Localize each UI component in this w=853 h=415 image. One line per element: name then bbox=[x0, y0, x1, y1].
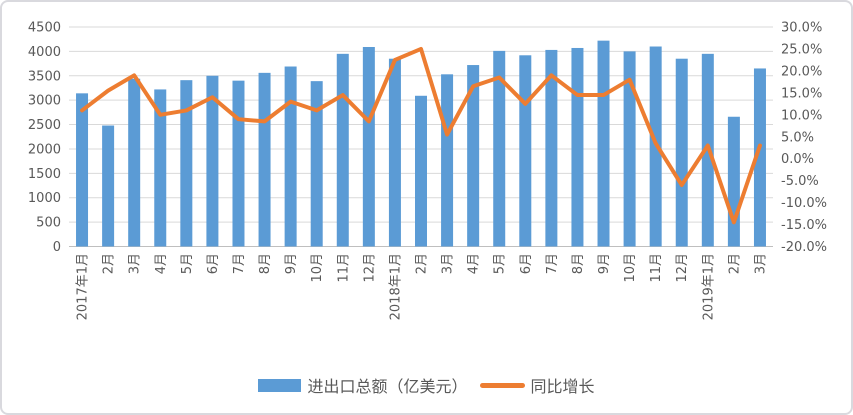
x-axis-category-label: 5月 bbox=[493, 253, 508, 274]
x-axis-category-label: 7月 bbox=[232, 253, 247, 274]
x-axis-category-label: 9月 bbox=[284, 253, 299, 274]
bar-total-trade bbox=[336, 53, 349, 247]
x-axis-category-label: 10月 bbox=[310, 253, 325, 283]
bar-total-trade bbox=[623, 51, 636, 247]
x-axis-category-label: 12月 bbox=[675, 253, 690, 283]
chart-legend: 进出口总额（亿美元） 同比增长 bbox=[2, 370, 851, 400]
bar-total-trade bbox=[154, 89, 167, 247]
left-axis-tick-label: 0 bbox=[53, 240, 61, 255]
bar-total-trade bbox=[102, 125, 115, 247]
bar-total-trade bbox=[519, 55, 532, 247]
left-axis-tick-label: 500 bbox=[36, 216, 61, 231]
right-axis-tick-label: 30.0% bbox=[781, 21, 822, 36]
x-axis-category-label: 12月 bbox=[362, 253, 377, 283]
right-axis-tick-label: -10.0% bbox=[781, 196, 827, 211]
left-axis-tick-label: 4500 bbox=[28, 21, 61, 36]
left-axis-tick-label: 3500 bbox=[28, 69, 61, 84]
bar-total-trade bbox=[597, 40, 610, 247]
bar-total-trade bbox=[258, 72, 271, 247]
x-axis-category-label: 2月 bbox=[727, 253, 742, 274]
right-axis-tick-label: 15.0% bbox=[781, 86, 822, 101]
x-axis-category-label: 11月 bbox=[336, 253, 351, 283]
x-axis-category-label: 4月 bbox=[467, 253, 482, 274]
x-axis-category-label: 3月 bbox=[753, 253, 768, 274]
bar-total-trade bbox=[493, 50, 506, 247]
x-axis-category-label: 8月 bbox=[258, 253, 273, 274]
bar-total-trade bbox=[415, 95, 427, 247]
bar-total-trade bbox=[180, 80, 193, 247]
x-axis-category-label: 3月 bbox=[441, 253, 456, 274]
right-axis-tick-label: -15.0% bbox=[781, 218, 827, 233]
bar-total-trade bbox=[76, 93, 89, 247]
x-axis-category-label: 2018年1月 bbox=[388, 253, 403, 320]
left-axis-tick-label: 2000 bbox=[28, 142, 61, 157]
x-axis-category-label: 2019年1月 bbox=[701, 253, 716, 320]
line-series-legend-label: 同比增长 bbox=[530, 377, 595, 396]
x-axis-category-label: 3月 bbox=[128, 253, 143, 274]
x-axis-category-label: 10月 bbox=[623, 253, 638, 283]
right-axis-tick-label: -5.0% bbox=[781, 174, 819, 189]
bar-total-trade bbox=[467, 65, 480, 247]
x-axis-category-label: 7月 bbox=[545, 253, 560, 274]
bar-total-trade bbox=[727, 116, 740, 247]
bar-total-trade bbox=[362, 46, 375, 247]
bar-total-trade bbox=[441, 74, 454, 247]
right-axis-tick-label: 0.0% bbox=[781, 152, 814, 167]
x-axis-category-label: 2月 bbox=[102, 253, 117, 274]
right-axis-tick-label: -20.0% bbox=[781, 240, 827, 255]
x-axis-category-label: 9月 bbox=[597, 253, 612, 274]
right-axis-tick-label: 5.0% bbox=[781, 130, 814, 145]
legend-item-line-series: 同比增长 bbox=[479, 373, 595, 397]
bar-total-trade bbox=[128, 78, 141, 247]
bar-total-trade bbox=[206, 75, 219, 247]
left-axis-tick-label: 1500 bbox=[28, 167, 61, 182]
bar-total-trade bbox=[232, 80, 245, 247]
x-axis-category-label: 2017年1月 bbox=[76, 253, 91, 320]
line-yoy-growth bbox=[80, 46, 762, 225]
bar-series-swatch bbox=[258, 378, 302, 392]
bar-total-trade bbox=[753, 68, 766, 247]
left-axis-tick-label: 2500 bbox=[28, 118, 61, 133]
x-axis-category-label: 6月 bbox=[206, 253, 221, 274]
left-axis-tick-label: 3000 bbox=[28, 94, 61, 109]
bar-total-trade bbox=[545, 49, 558, 247]
x-axis-category-label: 6月 bbox=[519, 253, 534, 274]
bar-series-legend-label: 进出口总额（亿美元） bbox=[307, 377, 468, 396]
right-axis-tick-label: 25.0% bbox=[781, 42, 822, 57]
x-axis-category-label: 5月 bbox=[180, 253, 195, 274]
x-axis-category-label: 2月 bbox=[415, 253, 430, 274]
bar-total-trade bbox=[571, 47, 584, 247]
bar-total-trade bbox=[388, 58, 401, 247]
bar-total-trade bbox=[675, 58, 688, 247]
x-axis-category-label: 4月 bbox=[154, 253, 169, 274]
line-series-swatch bbox=[479, 382, 525, 388]
x-axis-category-label: 11月 bbox=[649, 253, 664, 283]
bar-total-trade bbox=[284, 66, 297, 247]
left-axis-tick-label: 4000 bbox=[28, 45, 61, 60]
left-axis-tick-label: 1000 bbox=[28, 191, 61, 206]
bar-total-trade bbox=[310, 81, 323, 247]
legend-item-bar-series: 进出口总额（亿美元） bbox=[258, 373, 468, 397]
right-axis-tick-label: 10.0% bbox=[781, 108, 822, 123]
x-axis-category-label: 8月 bbox=[571, 253, 586, 274]
right-axis-tick-label: 20.0% bbox=[781, 64, 822, 79]
